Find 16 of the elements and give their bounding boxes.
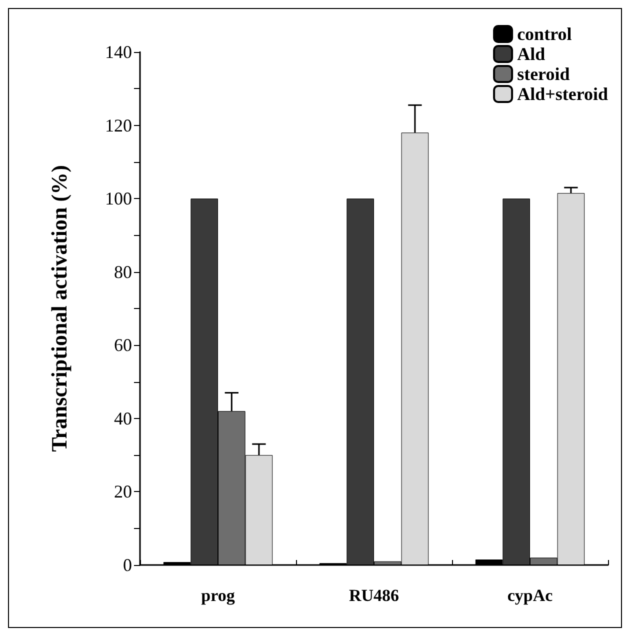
x-tick-label: cypAc xyxy=(507,586,554,605)
y-tick-label: 120 xyxy=(105,115,132,136)
legend-label: steroid xyxy=(517,64,570,84)
y-tick-label: 140 xyxy=(105,42,132,62)
y-tick-label: 0 xyxy=(123,555,132,575)
y-tick-label: 40 xyxy=(114,408,132,428)
legend-label: control xyxy=(517,24,572,44)
y-tick-label: 80 xyxy=(114,262,132,282)
y-axis-title: Transcriptional activation (%) xyxy=(46,165,72,452)
x-tick-label: RU486 xyxy=(348,586,400,605)
x-tick-label: prog xyxy=(201,586,236,605)
legend-label: Ald+steroid xyxy=(517,84,608,104)
y-tick-label: 20 xyxy=(114,482,132,502)
y-tick-label: 60 xyxy=(114,335,132,356)
legend-label: Ald xyxy=(517,44,546,64)
y-tick-label: 100 xyxy=(105,188,132,209)
